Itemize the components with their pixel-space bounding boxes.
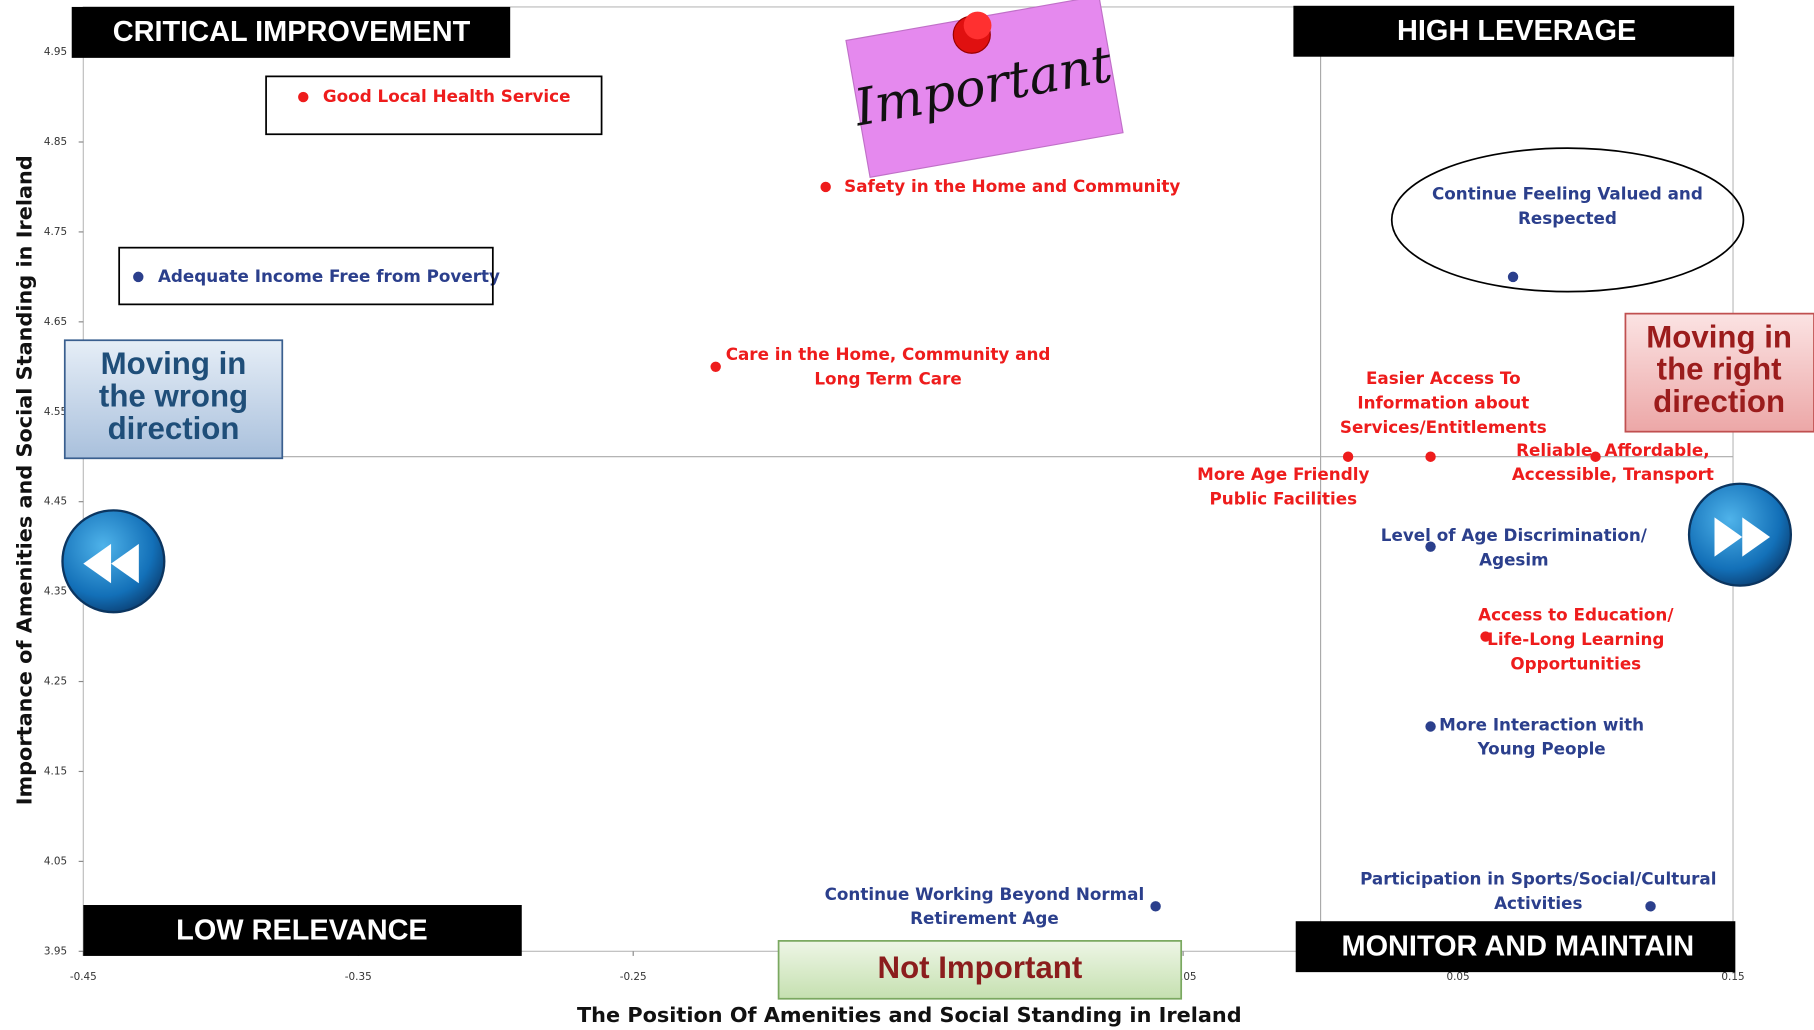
y-tick-label: 4.55 [44, 406, 67, 418]
quadrant-box [71, 6, 511, 58]
point-label: Respected [1518, 208, 1617, 228]
points: Good Local Health Service Safety in the H… [133, 86, 1717, 928]
point-label: Continue Working Beyond Normal [825, 884, 1145, 904]
point-label: Services/Entitlements [1340, 417, 1547, 437]
y-axis-label: Importance of Amenities and Social Stand… [12, 155, 36, 805]
x-tick-label: -0.45 [70, 971, 97, 983]
point [1507, 271, 1519, 283]
point [1480, 631, 1491, 642]
axes: 3.95 4.05 4.15 4.25 4.35 4.45 4.55 4.65 4.75 4.85… [44, 6, 1745, 983]
not-important-box [777, 940, 1183, 1000]
direction-text: Moving in [101, 346, 247, 381]
point-label: Adequate Income Free from Poverty [158, 266, 500, 286]
point-label: Life-Long Learning [1487, 629, 1664, 649]
quadrant-label: CRITICAL IMPROVEMENT [113, 16, 471, 48]
forward-button [1687, 482, 1793, 587]
y-tick-label: 3.95 [44, 945, 67, 957]
point-label: Agesim [1479, 550, 1549, 570]
quadrant-label: HIGH LEVERAGE [1397, 15, 1636, 47]
point [1425, 451, 1436, 462]
point [1425, 721, 1436, 732]
point-label: Opportunities [1510, 653, 1641, 673]
point [1590, 451, 1601, 462]
point-label: Activities [1494, 893, 1582, 913]
y-tick-label: 4.85 [44, 136, 67, 148]
direction-text: direction [1653, 384, 1785, 419]
quadrant-label: MONITOR AND MAINTAIN [1342, 930, 1695, 962]
point-label: Reliable, Affordable, [1516, 440, 1710, 460]
y-tick-label: 4.65 [44, 316, 67, 328]
point [1150, 901, 1161, 912]
callout-ellipse [1390, 147, 1745, 293]
direction-text: Moving in [1646, 319, 1792, 354]
point-label: Accessible, Transport [1512, 464, 1714, 484]
y-tick-label: 4.05 [44, 855, 67, 867]
quadrant-label: LOW RELEVANCE [176, 914, 428, 946]
x-tick-label: -0.35 [345, 971, 372, 983]
point-label: Long Term Care [814, 369, 961, 389]
point [820, 181, 831, 193]
point-label: Participation in Sports/Social/Cultural [1360, 869, 1716, 889]
point-label: Information about [1357, 392, 1529, 412]
point-label: Continue Feeling Valued and [1432, 184, 1703, 204]
direction-box [1624, 312, 1814, 433]
point-label: Care in the Home, Community and [726, 344, 1051, 364]
point-label: Public Facilities [1210, 489, 1358, 509]
point-label: Level of Age Discrimination/ [1381, 525, 1648, 545]
callout-box [118, 246, 494, 306]
point [1645, 901, 1656, 912]
point [1425, 541, 1436, 552]
y-tick-label: 4.45 [44, 496, 67, 508]
direction-text: the right [1657, 352, 1782, 387]
y-tick-label: 4.25 [44, 676, 67, 688]
point-label: More Interaction with [1439, 714, 1644, 734]
point-label: Access to Education/ [1478, 605, 1674, 625]
annotations: CRITICAL IMPROVEMENT HIGH LEVERAGE LOW R… [12, 0, 1814, 1027]
point-label: Young People [1477, 739, 1606, 759]
point-label: Safety in the Home and Community [844, 176, 1180, 196]
quadrant-box [83, 905, 522, 956]
point [710, 361, 721, 373]
y-tick-label: 4.95 [44, 46, 67, 58]
point [298, 91, 309, 103]
x-tick-label: -0.25 [620, 971, 647, 983]
rewind-button [61, 509, 166, 614]
y-tick-label: 4.75 [44, 226, 67, 238]
point [1342, 451, 1354, 462]
direction-text: direction [108, 411, 240, 446]
point-label: Easier Access To [1366, 368, 1521, 388]
x-tick-label: 0.15 [1721, 971, 1744, 983]
x-tick-label: 0.05 [1446, 971, 1469, 983]
point-label: Good Local Health Service [323, 86, 571, 106]
x-axis-label: The Position Of Amenities and Social Sta… [577, 1003, 1242, 1027]
y-tick-label: 4.15 [44, 765, 67, 777]
direction-text: the wrong [99, 378, 248, 413]
quadrant-box [1295, 921, 1736, 973]
sticky-note: Important [845, 0, 1124, 178]
point [133, 271, 144, 283]
y-tick-label: 4.35 [44, 586, 67, 598]
pin [963, 11, 992, 40]
quadrant-box [1293, 5, 1735, 57]
not-important-text: Not Important [878, 950, 1083, 985]
callout-box [265, 75, 603, 136]
point-label: Retirement Age [910, 908, 1059, 928]
direction-box [63, 339, 284, 460]
point-label: More Age Friendly [1197, 464, 1369, 484]
